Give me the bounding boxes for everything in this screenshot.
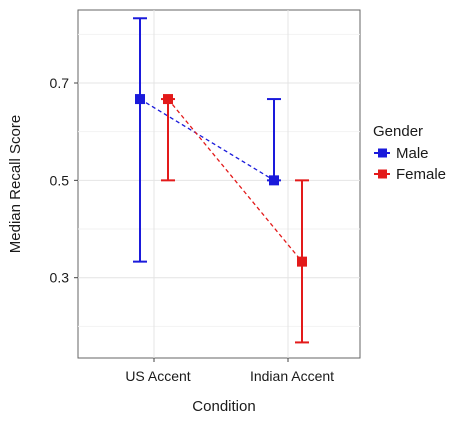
legend-title: Gender	[373, 123, 423, 140]
data-marks	[133, 17, 309, 344]
x-tick-label: Indian Accent	[250, 368, 334, 384]
legend-label-male: Male	[396, 145, 429, 162]
data-point-female	[163, 94, 173, 105]
y-tick-label: 0.5	[50, 172, 70, 188]
legend-label-female: Female	[396, 166, 446, 183]
series-line-female	[167, 98, 303, 263]
y-tick-label: 0.7	[50, 75, 70, 91]
data-point-male	[135, 94, 145, 105]
plot-panel	[77, 9, 361, 359]
legend-items: Male Female	[374, 145, 446, 183]
x-axis-title: Condition	[192, 398, 255, 415]
legend: Gender Male Female	[373, 123, 446, 183]
y-axis-ticks: 0.3 0.5 0.7	[50, 75, 78, 286]
data-point-male	[269, 175, 279, 186]
x-tick-label: US Accent	[125, 368, 190, 384]
y-tick-label: 0.3	[50, 270, 70, 286]
data-point-female	[297, 256, 307, 267]
x-axis-ticks: US Accent Indian Accent	[125, 358, 334, 384]
y-axis-title: Median Recall Score	[7, 115, 24, 253]
grid-lines	[78, 10, 360, 358]
series-line-male	[139, 98, 275, 181]
legend-key-male	[378, 148, 387, 158]
legend-key-female	[378, 169, 387, 179]
